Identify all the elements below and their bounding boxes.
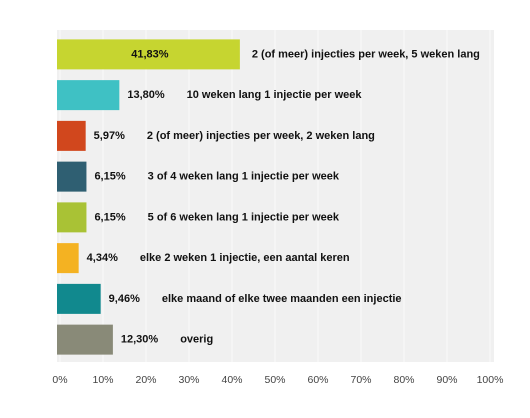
x-tick-label: 90% [436, 374, 457, 386]
x-tick-label: 50% [264, 374, 285, 386]
value-label: 4,34% [87, 252, 118, 264]
x-tick-label: 40% [221, 374, 242, 386]
x-tick-label: 70% [350, 374, 371, 386]
bar [57, 202, 87, 233]
category-label: 3 of 4 weken lang 1 injectie per week [148, 171, 340, 183]
x-tick-label: 20% [135, 374, 156, 386]
x-tick-label: 0% [52, 374, 67, 386]
x-tick-label: 10% [92, 374, 113, 386]
value-label: 6,15% [94, 171, 125, 183]
category-label: elke 2 weken 1 injectie, een aantal kere… [140, 252, 350, 264]
bar [57, 283, 101, 314]
category-label: overig [180, 334, 213, 346]
bar [57, 80, 120, 111]
value-label: 6,15% [94, 211, 125, 223]
category-label: 2 (of meer) injecties per week, 2 weken … [147, 130, 375, 142]
category-label: 5 of 6 weken lang 1 injectie per week [148, 211, 340, 223]
value-label: 41,83% [131, 48, 169, 60]
category-label: 2 (of meer) injecties per week, 5 weken … [252, 48, 480, 60]
bar [57, 161, 87, 192]
category-label: elke maand of elke twee maanden een inje… [162, 293, 402, 305]
bar [57, 243, 79, 274]
bar [57, 324, 113, 355]
bar [57, 120, 86, 151]
value-label: 9,46% [109, 293, 140, 305]
x-tick-label: 30% [178, 374, 199, 386]
value-label: 5,97% [94, 130, 125, 142]
x-tick-label: 100% [477, 374, 504, 386]
value-label: 13,80% [127, 89, 165, 101]
x-tick-label: 60% [307, 374, 328, 386]
value-label: 12,30% [121, 334, 159, 346]
x-tick-label: 80% [393, 374, 414, 386]
category-label: 10 weken lang 1 injectie per week [187, 89, 363, 101]
bar [57, 39, 240, 70]
